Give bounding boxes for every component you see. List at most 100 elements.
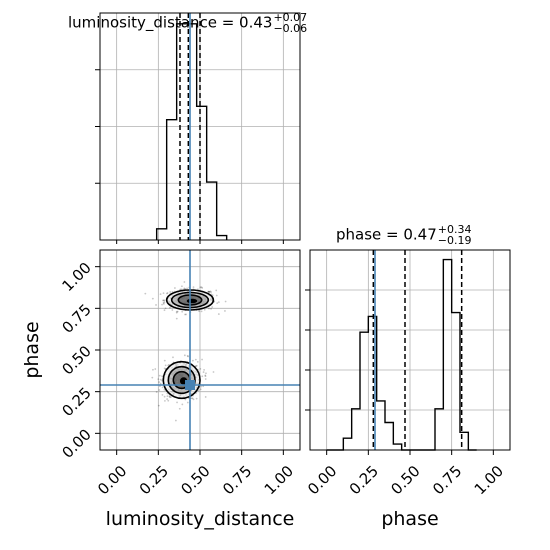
sample-point (187, 355, 190, 358)
sample-point (208, 307, 210, 310)
sample-point (200, 310, 203, 313)
sample-point (185, 313, 187, 316)
tick-label-phase-y-3: 0.75 (58, 300, 94, 336)
tick-label-luminosity-distance-1: 0.25 (136, 462, 172, 498)
sample-point (162, 303, 165, 305)
sample-point (163, 309, 166, 312)
sample-point (186, 401, 189, 404)
sample-point (217, 313, 220, 315)
tick-label-luminosity-distance-0: 0.00 (94, 462, 130, 498)
sample-point (157, 404, 160, 407)
sample-point (162, 292, 165, 295)
sample-point (178, 407, 181, 410)
sample-point (192, 286, 195, 289)
sample-point (194, 358, 197, 361)
sample-point (184, 287, 187, 290)
sample-point (198, 310, 201, 313)
sample-point (166, 292, 169, 294)
sample-point (168, 396, 171, 398)
sample-point (175, 310, 178, 313)
tick-label-phase-y-1: 0.25 (58, 384, 94, 420)
tick-label-phase-y-2: 0.50 (58, 342, 94, 378)
title-luminosity-distance: luminosity_distance = 0.43 +0.07 −0.06 (68, 12, 307, 34)
sample-point (192, 359, 194, 362)
sample-point (163, 359, 166, 362)
sample-point (167, 399, 170, 402)
sample-point (184, 313, 186, 316)
sample-point (172, 356, 174, 359)
sample-point (202, 385, 205, 388)
sample-point (163, 367, 166, 370)
sample-point (174, 287, 176, 289)
tick-label-phase-x-4: 1.00 (471, 462, 507, 498)
sample-point (204, 374, 207, 377)
title-phase-label: phase = 0.47 (336, 225, 437, 244)
sample-point (157, 378, 160, 381)
sample-point (205, 372, 207, 375)
sample-point (161, 393, 164, 396)
sample-point (154, 368, 157, 370)
sample-point (207, 290, 210, 293)
sample-point (199, 367, 202, 370)
sample-point (217, 301, 220, 304)
sample-point (169, 291, 172, 293)
sample-point (201, 358, 203, 361)
sample-point (161, 375, 163, 378)
sample-point (151, 297, 154, 300)
tick-label-luminosity-distance-3: 0.75 (219, 462, 255, 498)
tick-label-phase-x-0: 0.00 (304, 462, 340, 498)
sample-point (163, 388, 166, 391)
title-luminosity-distance-minus: −0.06 (273, 22, 308, 35)
sample-point (204, 378, 207, 380)
sample-point (210, 307, 212, 310)
sample-point (196, 360, 199, 363)
sample-point (175, 311, 178, 314)
sample-point (199, 388, 202, 391)
sample-point (195, 397, 198, 400)
sample-point (211, 306, 214, 308)
sample-point (195, 364, 198, 367)
sample-point (161, 303, 163, 306)
sample-point (164, 307, 167, 310)
sample-point (197, 389, 200, 392)
sample-point (199, 286, 202, 289)
sample-point (200, 385, 202, 388)
sample-point (152, 368, 154, 371)
sample-point (176, 401, 178, 404)
sample-point (163, 301, 166, 304)
sample-point (167, 364, 170, 367)
sample-point (163, 395, 166, 398)
sample-point (208, 290, 211, 293)
sample-point (186, 355, 189, 357)
sample-point (166, 398, 169, 400)
sample-point (192, 398, 195, 401)
sample-point (159, 378, 162, 381)
sample-point (166, 395, 169, 398)
sample-point (191, 397, 194, 400)
tick-label-phase-y-0: 0.00 (58, 425, 94, 461)
sample-point (162, 301, 165, 304)
sample-point (169, 306, 171, 309)
sample-point (159, 382, 162, 385)
sample-point (201, 375, 204, 378)
sample-point (215, 289, 218, 292)
sample-point (208, 290, 211, 293)
sample-point (209, 290, 212, 293)
sample-point (164, 399, 166, 402)
title-phase: phase = 0.47 +0.34 −0.19 (336, 224, 472, 246)
sample-point (175, 317, 178, 320)
sample-point (207, 290, 210, 293)
sample-point (164, 364, 167, 367)
sample-point (183, 281, 186, 283)
sample-point (174, 419, 177, 422)
sample-point (224, 300, 227, 303)
title-luminosity-distance-label: luminosity_distance = 0.43 (68, 13, 273, 32)
sample-point (210, 291, 212, 294)
title-luminosity-distance-errors: +0.07 −0.06 (273, 12, 307, 34)
sample-point (158, 381, 161, 383)
sample-point (204, 375, 207, 378)
sample-point (186, 287, 188, 290)
hist-luminosity-distance (155, 23, 228, 240)
sample-point (158, 374, 161, 377)
title-luminosity-distance-plus: +0.07 (273, 11, 308, 24)
